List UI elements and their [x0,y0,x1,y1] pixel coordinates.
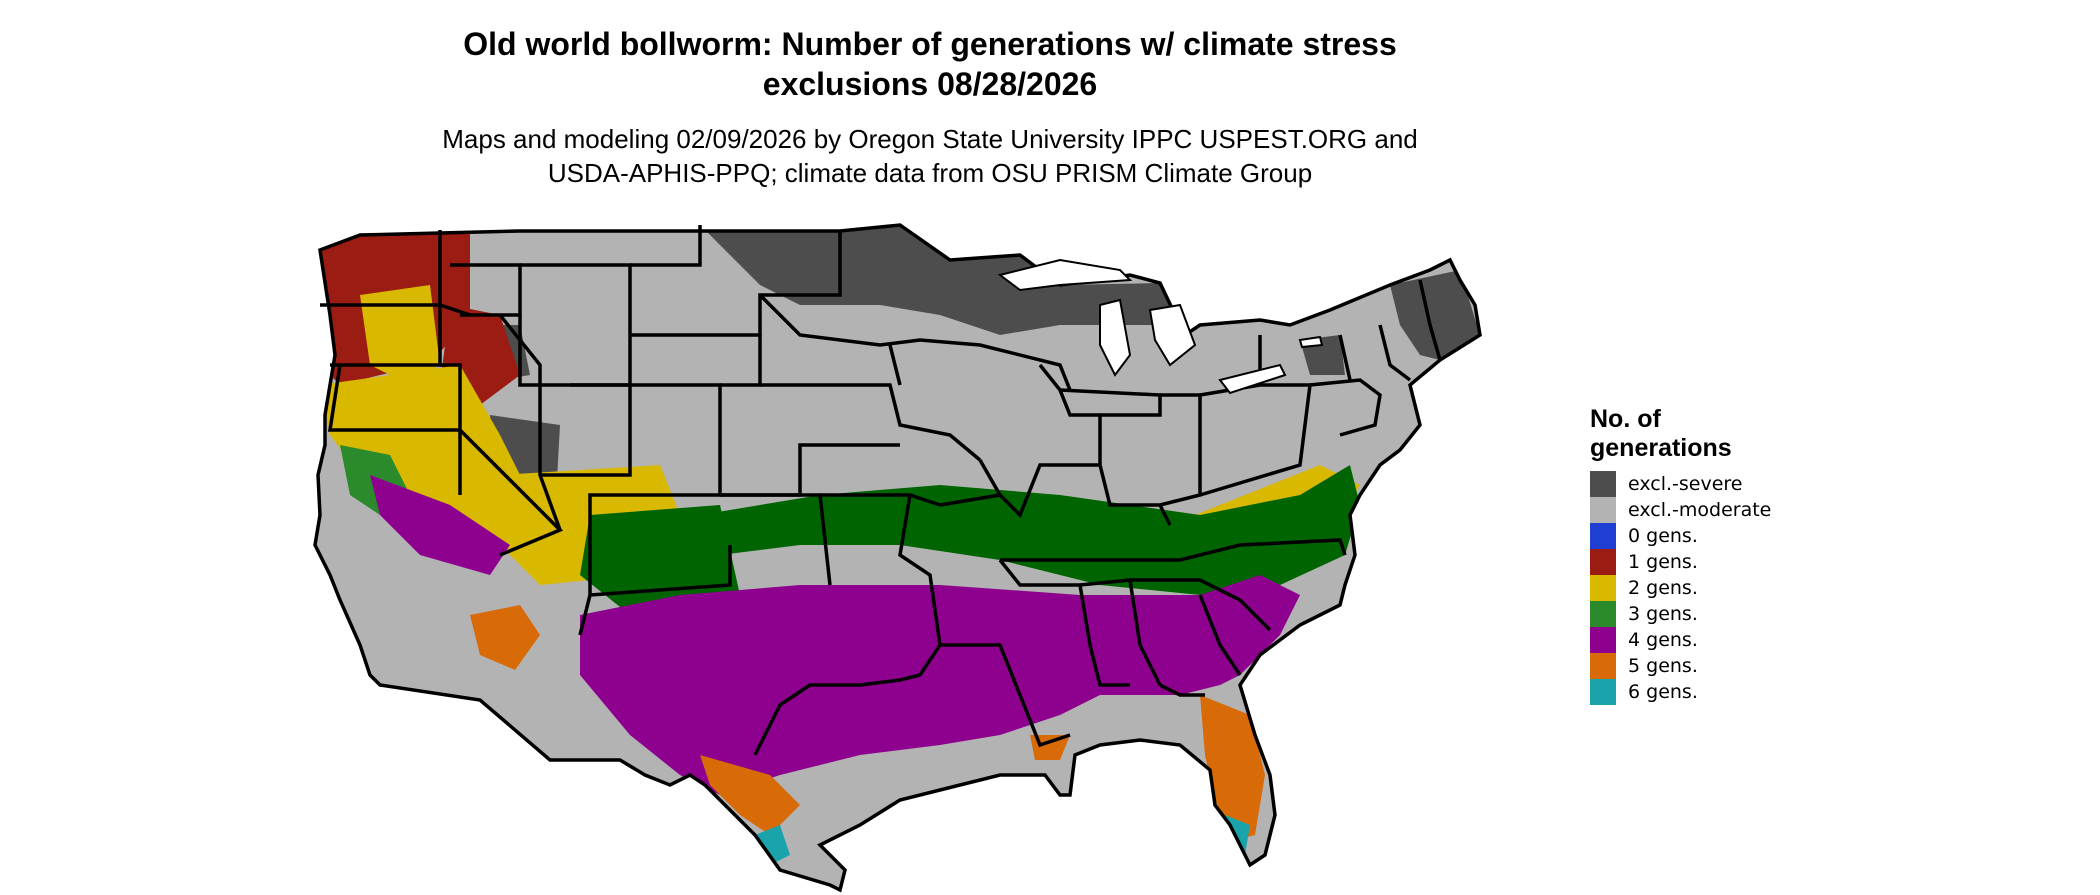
legend-label: excl.-moderate [1628,499,1772,521]
subtitle-line-1: Maps and modeling 02/09/2026 by Oregon S… [442,124,1418,154]
legend-label: 1 gens. [1628,551,1698,573]
subtitle-line-2: USDA-APHIS-PPQ; climate data from OSU PR… [547,158,1313,188]
legend-item: 4 gens. [1590,627,1771,653]
legend-swatch [1590,679,1616,705]
legend-label: 0 gens. [1628,525,1698,547]
map-region-g5-gulf-tx [700,755,800,835]
map-region-g5-fl [1200,695,1265,840]
map-region-g2-ca-nv [320,365,540,555]
legend-title-line-2: generations [1590,434,1732,462]
state-borders [313,223,1482,892]
map-region-g5-az [470,605,540,670]
great-lakes [997,258,1324,395]
legend-item: 6 gens. [1590,679,1771,705]
legend-swatch [1590,627,1616,653]
map-region-sev-north [700,225,1180,335]
lake [1148,303,1197,367]
legend-item: 5 gens. [1590,653,1771,679]
legend-swatch [1590,601,1616,627]
map-region-g2-or [360,285,440,385]
map-region-sev-ne [1390,270,1480,360]
lake [1218,363,1287,395]
legend-title: No. of generations [1590,405,1771,463]
lake [1099,298,1132,377]
legend-swatch [1590,575,1616,601]
legend-label: 2 gens. [1628,577,1698,599]
legend-item: excl.-severe [1590,471,1771,497]
map-fill-layer [315,225,1480,890]
legend-swatch [1590,471,1616,497]
legend-item: 3 gens. [1590,601,1771,627]
title-line-2: exclusions 08/28/2026 [762,66,1098,102]
legend-item: 2 gens. [1590,575,1771,601]
map-region-g3-band-dark [700,465,1360,595]
map-title: Old world bollworm: Number of generation… [320,24,1540,104]
lake [997,258,1133,292]
legend-item: 0 gens. [1590,523,1771,549]
legend-label: 4 gens. [1628,629,1698,651]
legend: No. of generations excl.-severe excl.-mod… [1590,405,1771,705]
map-region-g4-sw [370,475,510,575]
legend-items: excl.-severe excl.-moderate 0 gens. 1 gens.… [1590,471,1771,705]
map-region-g6-tx [755,825,790,865]
title-line-1: Old world bollworm: Number of generation… [463,26,1397,62]
legend-label: 6 gens. [1628,681,1698,703]
legend-swatch [1590,549,1616,575]
legend-label: 5 gens. [1628,655,1698,677]
legend-item: 1 gens. [1590,549,1771,575]
legend-label: 3 gens. [1628,603,1698,625]
us-generations-map [313,223,1482,892]
legend-swatch [1590,497,1616,523]
legend-title-line-1: No. of [1590,405,1661,433]
lake [1298,335,1324,349]
legend-swatch [1590,653,1616,679]
legend-item: excl.-moderate [1590,497,1771,523]
map-region-g4-south [580,575,1300,795]
legend-swatch [1590,523,1616,549]
map-subtitle: Maps and modeling 02/09/2026 by Oregon S… [320,122,1540,190]
legend-label: excl.-severe [1628,473,1743,495]
